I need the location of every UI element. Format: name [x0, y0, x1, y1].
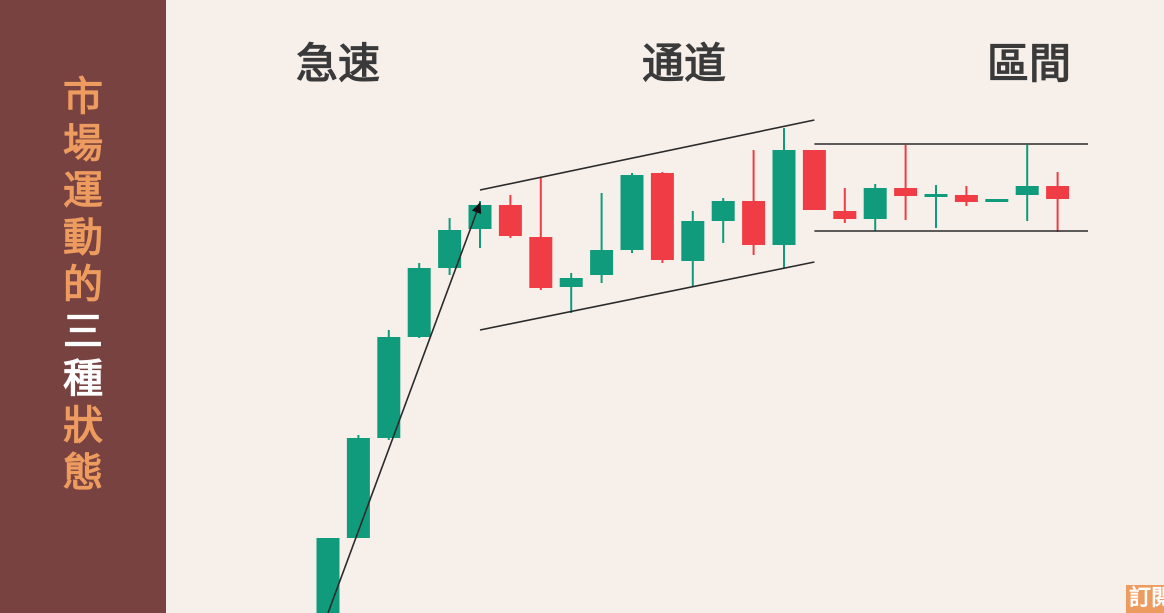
candle-body: [316, 538, 340, 613]
candle-body: [802, 150, 826, 210]
channel-line: [479, 261, 815, 331]
candle-body: [954, 195, 978, 202]
candles-group: [316, 128, 1070, 613]
sidebar-title-char: 運: [63, 168, 103, 214]
candle-body: [1046, 186, 1070, 199]
sidebar-title-char: 三: [63, 309, 103, 355]
candle-body: [620, 175, 644, 250]
candle-body: [711, 201, 735, 221]
candle-body: [833, 211, 857, 219]
candle-body: [894, 188, 918, 196]
candle-body: [346, 438, 370, 538]
sidebar: 市場運動的三種狀態: [0, 0, 166, 613]
candle-body: [924, 194, 948, 197]
sidebar-title-char: 種: [63, 356, 103, 402]
candle-body: [742, 201, 766, 245]
sidebar-title: 市場運動的三種狀態: [0, 74, 166, 497]
section-label-range: 區間: [987, 39, 1071, 88]
candle-body: [377, 337, 401, 438]
trend-arrow: [327, 202, 482, 613]
subscribe-badge[interactable]: 訂閱: [1126, 585, 1164, 613]
candle-body: [681, 221, 705, 261]
sidebar-title-char: 狀: [63, 403, 103, 449]
section-label-rapid: 急速: [296, 39, 380, 88]
overlay-lines-group: [327, 119, 1088, 613]
section-label-channel: 通道: [642, 39, 726, 88]
candle-body: [559, 278, 583, 287]
candlestick-chart: 急速 通道 區間: [296, 39, 1088, 613]
candle-body: [772, 150, 796, 245]
candle-body: [438, 230, 462, 268]
sidebar-title-char: 市: [63, 74, 103, 120]
sidebar-title-char: 場: [63, 121, 103, 167]
candle-body: [1015, 186, 1039, 195]
candle-body: [498, 205, 522, 236]
channel-line: [479, 119, 815, 191]
candle-body: [407, 268, 431, 337]
candle-body: [590, 250, 614, 275]
sidebar-title-char: 的: [63, 262, 103, 308]
candle-body: [863, 188, 887, 219]
candle-body: [985, 199, 1009, 202]
sidebar-title-char: 態: [63, 450, 103, 496]
candle-body: [650, 173, 674, 260]
candle-body: [529, 237, 553, 288]
sidebar-title-char: 動: [63, 215, 103, 261]
